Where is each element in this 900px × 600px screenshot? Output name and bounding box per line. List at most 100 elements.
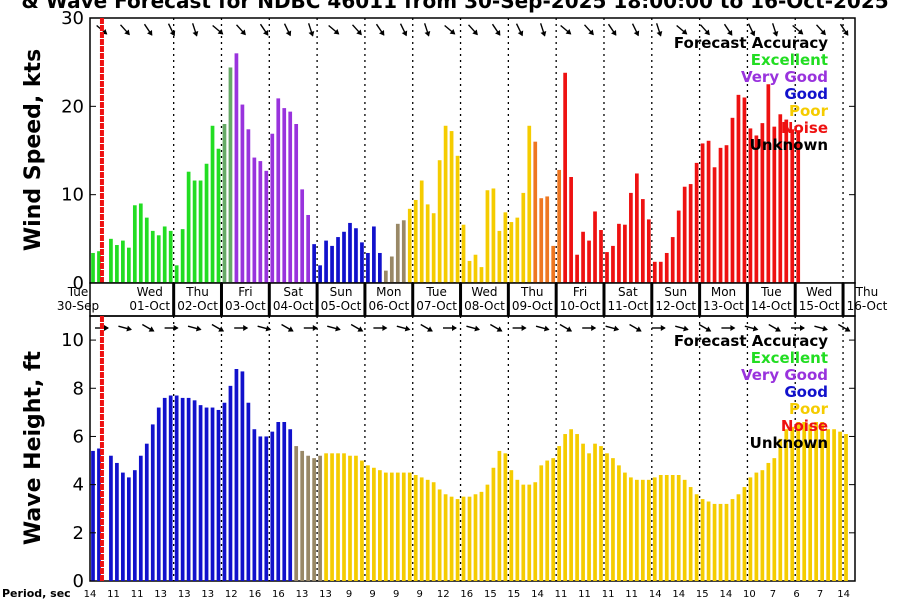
- wind-arrow-head: [449, 28, 456, 35]
- day-separator: [411, 283, 415, 316]
- wind-arrow: [143, 23, 153, 36]
- wave-bar: [635, 479, 639, 581]
- wave-bar: [581, 443, 585, 581]
- wind-arrow: [676, 24, 688, 35]
- wind-arrow: [583, 24, 594, 36]
- wind-bar: [718, 147, 723, 283]
- wave-bar: [658, 475, 663, 581]
- day-date: 13-Oct: [703, 299, 744, 313]
- wave-bar: [97, 448, 101, 581]
- wave-bar: [198, 405, 203, 581]
- wind-bar: [437, 160, 442, 283]
- wave-arrow: [744, 325, 759, 332]
- wind-bar: [617, 223, 621, 283]
- wave-arrow: [814, 325, 828, 332]
- wind-arrow: [815, 24, 826, 36]
- wind-arrow-head: [192, 30, 199, 37]
- day-strip: Tue30-SepWed01-OctThu02-OctFri03-OctSat0…: [57, 282, 888, 317]
- day-separator: [363, 283, 367, 316]
- day-name: Fri: [573, 285, 587, 299]
- wave-bar: [539, 465, 544, 581]
- day-date: 05-Oct: [321, 299, 362, 313]
- wave-bar: [640, 479, 645, 581]
- wave-bar: [491, 467, 496, 581]
- wind-bar: [688, 184, 693, 283]
- wind-bar: [342, 231, 346, 283]
- wave-bar: [264, 436, 269, 581]
- wind-bar: [121, 240, 125, 283]
- wave-arrow: [582, 325, 597, 331]
- period-value: 12: [437, 589, 450, 600]
- wind-arrow: [307, 23, 315, 37]
- period-value: 9: [393, 589, 399, 600]
- wave-bar: [593, 443, 597, 581]
- wave-ytick-label: 10: [61, 330, 84, 351]
- day-separator: [554, 283, 558, 316]
- wave-arrow: [187, 325, 202, 332]
- wind-arrow-head: [681, 28, 688, 35]
- wave-bar: [282, 422, 287, 581]
- wind-bar: [192, 180, 197, 283]
- period-value: 15: [484, 589, 497, 600]
- wind-bar: [389, 256, 394, 283]
- wind-bar: [449, 131, 454, 283]
- day-date: 08-Oct: [464, 299, 505, 313]
- wind-bar: [593, 211, 597, 283]
- wave-arrow-head: [357, 326, 364, 332]
- wind-arrow: [723, 23, 733, 36]
- wind-arrow-head: [611, 29, 617, 36]
- wave-bar: [820, 422, 824, 581]
- wind-bar: [336, 237, 340, 283]
- wave-arrow-head: [218, 326, 225, 332]
- wind-bar: [294, 124, 299, 283]
- wave-bar: [485, 484, 490, 581]
- wave-bar: [646, 479, 651, 581]
- wave-ytick-label: 2: [73, 523, 84, 544]
- period-value: 6: [793, 589, 799, 600]
- wave-bar: [688, 487, 693, 581]
- wind-arrow-head: [704, 29, 710, 36]
- wave-arrow-head: [705, 326, 712, 332]
- wind-bar: [611, 245, 615, 283]
- wind-arrow: [351, 24, 362, 36]
- wave-bar: [461, 496, 466, 581]
- wave-bar: [234, 369, 239, 581]
- day-date: 16-Oct: [847, 299, 888, 313]
- wind-bar: [115, 245, 119, 283]
- wave-day-gridlines: [99, 316, 844, 581]
- wave-arrow-head: [382, 325, 388, 331]
- wave-arrow: [234, 325, 249, 331]
- wind-bar: [778, 114, 783, 283]
- wave-arrow-head: [591, 325, 597, 331]
- wave-bar: [796, 422, 801, 581]
- day-date: 10-Oct: [560, 299, 601, 313]
- wave-bar: [121, 472, 125, 581]
- day-date: 01-Oct: [129, 299, 170, 313]
- wind-arrow-head: [565, 28, 572, 35]
- wind-bar: [545, 196, 550, 283]
- wave-arrow: [327, 325, 341, 332]
- day-name: Fri: [238, 285, 252, 299]
- wave-bar: [372, 467, 376, 581]
- wave-bar: [802, 422, 807, 581]
- wind-arrow-head: [147, 29, 153, 36]
- day-name: Wed: [137, 285, 163, 299]
- wave-bar: [383, 472, 388, 581]
- period-value: 15: [696, 589, 709, 600]
- day-date: 15-Oct: [799, 299, 840, 313]
- wind-bar: [664, 252, 669, 283]
- wind-bar: [467, 260, 472, 283]
- wave-bar: [766, 462, 771, 581]
- wave-arrow-head: [195, 325, 202, 332]
- wave-bar: [174, 395, 179, 581]
- wind-bar: [91, 252, 95, 283]
- day-separator: [219, 283, 223, 316]
- day-separator: [745, 283, 749, 316]
- wave-bar: [186, 397, 191, 581]
- day-name: Wed: [806, 285, 832, 299]
- wave-arrow: [605, 325, 620, 332]
- wind-y-axis-label: Wind Speed, kts: [21, 49, 46, 251]
- day-date: 11-Oct: [608, 299, 649, 313]
- wave-panel: Wave Height, ft 0 2 4 6 8 10 Forecast Accurac…: [21, 315, 856, 592]
- wave-arrow: [164, 325, 179, 331]
